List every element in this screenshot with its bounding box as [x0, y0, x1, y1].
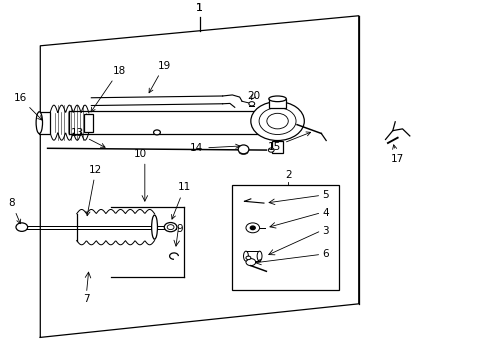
Circle shape — [245, 256, 250, 260]
Text: 2: 2 — [285, 170, 291, 180]
Circle shape — [248, 102, 254, 106]
Circle shape — [259, 108, 295, 135]
Circle shape — [250, 102, 304, 140]
Text: 12: 12 — [86, 165, 102, 216]
Text: 4: 4 — [322, 208, 328, 218]
Ellipse shape — [257, 251, 262, 261]
Text: 11: 11 — [171, 183, 191, 219]
Text: 1: 1 — [196, 3, 203, 13]
Circle shape — [268, 148, 274, 152]
Text: 5: 5 — [322, 190, 328, 200]
Ellipse shape — [151, 215, 157, 239]
Ellipse shape — [268, 96, 286, 102]
Text: 19: 19 — [149, 60, 170, 93]
Text: 15: 15 — [267, 132, 310, 152]
Text: 3: 3 — [322, 226, 328, 236]
Text: 6: 6 — [322, 249, 328, 259]
FancyBboxPatch shape — [39, 112, 50, 134]
Circle shape — [266, 113, 287, 129]
Circle shape — [245, 223, 259, 233]
Circle shape — [250, 226, 255, 230]
Text: 13: 13 — [71, 128, 105, 147]
Circle shape — [153, 130, 160, 135]
Text: 9: 9 — [176, 224, 183, 234]
Text: 14: 14 — [190, 143, 239, 153]
Text: 8: 8 — [8, 198, 20, 224]
Text: 1: 1 — [196, 3, 203, 13]
FancyBboxPatch shape — [268, 99, 286, 108]
Ellipse shape — [36, 112, 42, 134]
Circle shape — [164, 222, 177, 232]
Circle shape — [167, 225, 174, 230]
FancyBboxPatch shape — [232, 185, 339, 290]
FancyBboxPatch shape — [84, 114, 93, 131]
Text: 20: 20 — [246, 91, 260, 102]
Text: 17: 17 — [389, 145, 403, 163]
Circle shape — [245, 258, 255, 266]
FancyBboxPatch shape — [245, 251, 259, 261]
Text: 10: 10 — [133, 149, 146, 159]
Circle shape — [16, 223, 28, 231]
Text: 18: 18 — [91, 66, 125, 112]
Text: 16: 16 — [13, 93, 42, 120]
FancyBboxPatch shape — [271, 140, 283, 153]
Ellipse shape — [238, 145, 248, 154]
Ellipse shape — [243, 251, 248, 261]
Text: 7: 7 — [83, 293, 90, 303]
